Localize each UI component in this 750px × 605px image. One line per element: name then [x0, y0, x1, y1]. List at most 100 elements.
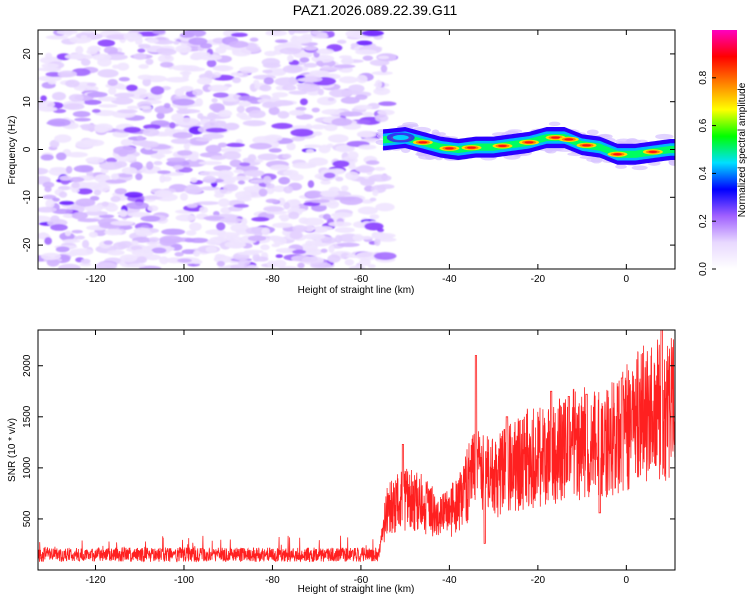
noise-blob — [206, 59, 217, 68]
noise-blob — [280, 217, 289, 222]
noise-blob — [230, 264, 248, 269]
noise-blob — [199, 206, 209, 214]
noise-blob — [348, 164, 356, 170]
noise-blob — [373, 233, 393, 240]
noise-blob — [355, 94, 368, 100]
noise-blob — [304, 247, 318, 253]
noise-blob — [198, 161, 223, 166]
noise-blob — [336, 242, 360, 248]
noise-blob — [165, 257, 184, 264]
noise-blob — [69, 248, 94, 256]
noise-blob — [142, 78, 152, 87]
noise-blob — [154, 189, 173, 198]
noise-blob — [269, 235, 283, 242]
snr-y-ticks: 500 1000 1500 2000 — [22, 354, 675, 527]
snr-x-ticks: -120 -100 -80 -60 -40 -20 0 — [85, 330, 630, 586]
noise-blob — [79, 262, 92, 267]
noise-blob — [71, 188, 80, 193]
noise-blob — [216, 169, 234, 179]
noise-blob — [230, 223, 249, 233]
track-hot-red — [612, 153, 622, 156]
noise-blob — [88, 231, 98, 238]
noise-blob — [218, 198, 230, 207]
noise-blob — [174, 252, 184, 257]
noise-blob — [123, 126, 141, 133]
noise-blob — [322, 213, 331, 220]
noise-blob — [207, 84, 229, 92]
noise-blob — [359, 258, 371, 267]
track-hot-red — [582, 144, 592, 147]
noise-blob — [185, 230, 197, 236]
noise-blob — [348, 265, 366, 269]
spectrogram-y-label: Frequency (Hz) — [7, 116, 18, 185]
noise-blob — [378, 101, 397, 107]
noise-blob — [265, 30, 287, 37]
track-onset-core — [392, 135, 409, 141]
noise-blob — [273, 100, 294, 106]
noise-blob — [138, 105, 153, 110]
noise-blob — [332, 160, 350, 168]
noise-blob — [159, 174, 166, 183]
noise-blob — [42, 194, 57, 200]
noise-blob — [374, 238, 381, 247]
noise-blob — [305, 148, 315, 154]
noise-blob — [74, 117, 91, 122]
noise-blob — [40, 154, 54, 161]
noise-blob — [239, 162, 251, 167]
colorbar-tick-label: 0.0 — [698, 262, 709, 276]
noise-blob — [186, 203, 198, 208]
noise-blob — [275, 247, 298, 254]
noise-blob — [265, 186, 275, 195]
snr-series-line — [38, 330, 675, 563]
noise-blob — [40, 252, 62, 261]
noise-blob — [334, 234, 343, 244]
noise-blob — [226, 142, 245, 148]
noise-blob — [58, 191, 68, 198]
noise-blob — [262, 101, 277, 109]
noise-blob — [275, 254, 283, 259]
noise-blob — [209, 102, 225, 112]
noise-blob — [248, 109, 266, 119]
noise-blob — [311, 30, 321, 36]
noise-blob — [113, 145, 137, 155]
noise-blob — [258, 188, 268, 197]
noise-blob — [377, 55, 390, 60]
noise-blob — [263, 206, 285, 212]
noise-blob — [118, 173, 133, 178]
noise-blob — [262, 69, 273, 74]
noise-blob — [85, 156, 105, 164]
noise-blob — [105, 157, 118, 163]
noise-blob — [301, 76, 323, 83]
noise-blob — [249, 37, 259, 42]
noise-blob — [76, 188, 93, 195]
noise-blob — [59, 175, 72, 181]
noise-blob — [39, 232, 48, 240]
noise-blob — [303, 46, 318, 51]
noise-blob — [98, 104, 118, 108]
noise-blob — [148, 237, 160, 243]
noise-blob — [108, 87, 117, 95]
noise-blob — [213, 165, 232, 172]
noise-blob — [110, 96, 134, 105]
track-halo — [544, 147, 553, 154]
noise-blob — [334, 227, 355, 233]
noise-blob — [190, 53, 203, 61]
noise-blob — [205, 127, 228, 133]
noise-blob — [321, 108, 345, 115]
figure-title: PAZ1.2026.089.22.39.G11 — [293, 2, 458, 18]
noise-blob — [361, 30, 384, 37]
noise-blob — [65, 79, 80, 88]
noise-blob — [238, 100, 252, 107]
noise-blob — [40, 95, 47, 102]
noise-blob — [324, 124, 338, 132]
noise-blob — [199, 186, 220, 191]
noise-blob — [335, 144, 355, 153]
noise-blob — [80, 138, 98, 145]
noise-blob — [57, 70, 77, 78]
noise-blob — [288, 211, 300, 220]
y-tick-label: 20 — [22, 48, 33, 60]
noise-blob — [202, 133, 224, 140]
noise-blob — [189, 153, 199, 162]
noise-blob — [299, 57, 310, 63]
noise-blob — [51, 91, 66, 101]
